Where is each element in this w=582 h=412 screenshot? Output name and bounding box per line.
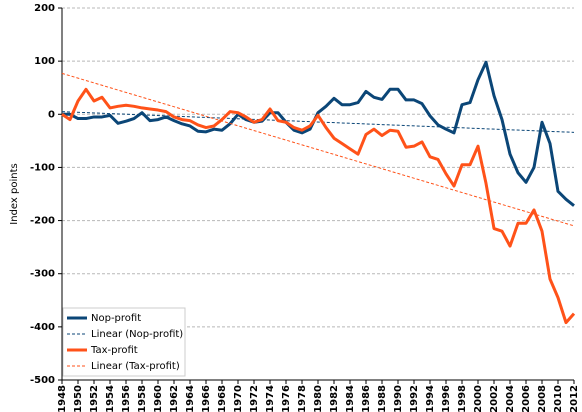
y-tick-label: 100 (34, 56, 55, 67)
x-tick-label: 1992 (409, 385, 420, 412)
x-tick-label: 1952 (89, 385, 100, 412)
y-tick-label: -300 (30, 269, 55, 280)
y-tick-label: -200 (30, 216, 55, 227)
x-tick-label: 1960 (153, 385, 164, 412)
x-tick-label: 1996 (441, 385, 452, 412)
x-tick-label: 1954 (105, 385, 116, 412)
legend-label: Linear (Nop-profit) (91, 329, 183, 340)
x-tick-label: 1964 (185, 385, 196, 412)
x-tick-label: 1968 (217, 385, 228, 412)
y-axis-label: Index points (9, 163, 20, 224)
y-tick-label: 0 (48, 109, 55, 120)
x-tick-label: 1990 (393, 385, 404, 412)
legend-label: Linear (Tax-profit) (91, 361, 180, 372)
x-tick-label: 1970 (233, 385, 244, 412)
legend-label: Nop-profit (91, 313, 141, 324)
y-tick-label: -100 (30, 162, 55, 173)
y-tick-label: 200 (34, 3, 55, 14)
x-tick-label: 1994 (425, 385, 436, 412)
x-tick-label: 1974 (265, 385, 276, 412)
legend-label: Tax-profit (90, 345, 138, 356)
x-tick-label: 1950 (73, 385, 84, 412)
y-tick-label: -500 (30, 375, 55, 386)
x-tick-label: 1980 (313, 385, 324, 412)
x-tick-label: 2002 (489, 385, 500, 412)
x-tick-label: 1966 (201, 385, 212, 412)
trend-line (61, 72, 575, 227)
trend-line (61, 111, 575, 133)
series-line (61, 87, 576, 325)
x-tick-label: 2004 (505, 385, 516, 412)
x-tick-label: 2008 (537, 385, 548, 412)
x-tick-label: 1984 (345, 385, 356, 412)
series-line (62, 60, 575, 207)
x-tick-label: 1972 (249, 385, 260, 412)
x-tick-label: 1976 (281, 385, 292, 412)
x-tick-label: 1958 (137, 385, 148, 412)
x-tick-label: 1962 (169, 385, 180, 412)
x-tick-label: 2012 (569, 385, 580, 412)
x-tick-label: 2000 (473, 385, 484, 412)
x-tick-label: 2006 (521, 385, 532, 412)
x-tick-label: 2010 (553, 385, 564, 412)
x-tick-label: 1982 (329, 385, 340, 412)
y-tick-label: -400 (30, 322, 55, 333)
x-tick-label: 1956 (121, 385, 132, 412)
x-tick-label: 1948 (57, 385, 68, 412)
x-tick-label: 1978 (297, 385, 308, 412)
x-tick-label: 1998 (457, 385, 468, 412)
x-tick-label: 1988 (377, 385, 388, 412)
x-tick-label: 1986 (361, 385, 372, 412)
